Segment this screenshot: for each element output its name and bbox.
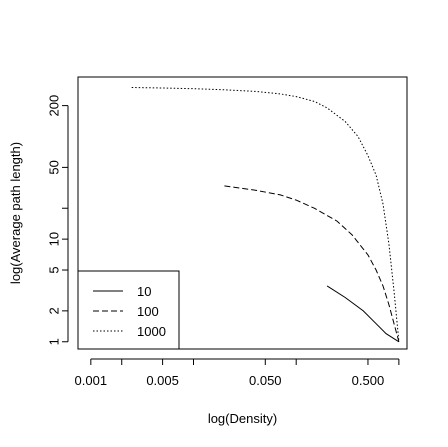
x-tick-label: 0.050 bbox=[249, 373, 282, 388]
y-tick-label: 10 bbox=[47, 232, 62, 246]
y-axis: 1 2 5 10 50 200 bbox=[47, 95, 69, 345]
y-tick-label: 2 bbox=[47, 307, 62, 314]
legend-label-1000: 1000 bbox=[137, 324, 166, 339]
y-tick-label: 200 bbox=[47, 95, 62, 117]
series-line-100 bbox=[224, 185, 400, 342]
y-tick-label: 50 bbox=[47, 160, 62, 174]
series-group bbox=[131, 87, 400, 343]
legend-label-100: 100 bbox=[137, 304, 159, 319]
legend-box bbox=[77, 270, 180, 350]
x-axis: 0.001 0.005 0.050 0.500 bbox=[75, 358, 400, 388]
legend: 10 100 1000 bbox=[77, 270, 180, 350]
plot-frame bbox=[77, 76, 408, 350]
x-tick-label: 0.500 bbox=[352, 373, 385, 388]
legend-label-10: 10 bbox=[137, 284, 151, 299]
x-tick-label: 0.001 bbox=[75, 373, 108, 388]
x-tick-label: 0.005 bbox=[146, 373, 179, 388]
x-axis-label: log(Density) bbox=[208, 411, 277, 426]
y-tick-label: 5 bbox=[47, 266, 62, 273]
series-line-10 bbox=[326, 285, 400, 343]
y-tick-label: 1 bbox=[47, 338, 62, 345]
series-line-1000 bbox=[131, 87, 400, 342]
y-axis-label: log(Average path length) bbox=[8, 142, 23, 284]
